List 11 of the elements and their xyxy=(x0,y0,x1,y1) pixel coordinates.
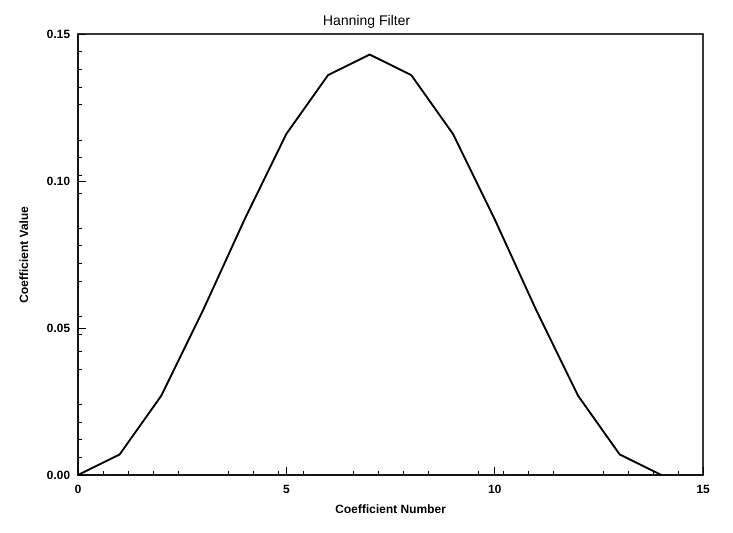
y-tick-label: 0.05 xyxy=(46,321,70,335)
y-tick-label: 0.00 xyxy=(46,468,70,482)
y-axis-title: Coefficient Value xyxy=(17,206,31,303)
x-tick-label: 10 xyxy=(488,482,502,496)
x-tick-label: 0 xyxy=(74,482,82,496)
x-tick-label: 5 xyxy=(282,482,290,496)
y-tick-label: 0.15 xyxy=(46,27,70,41)
x-tick-label: 15 xyxy=(696,482,710,496)
x-axis-title: Coefficient Number xyxy=(335,502,446,516)
chart-title: Hanning Filter xyxy=(322,12,410,28)
y-tick-label: 0.10 xyxy=(46,174,70,188)
